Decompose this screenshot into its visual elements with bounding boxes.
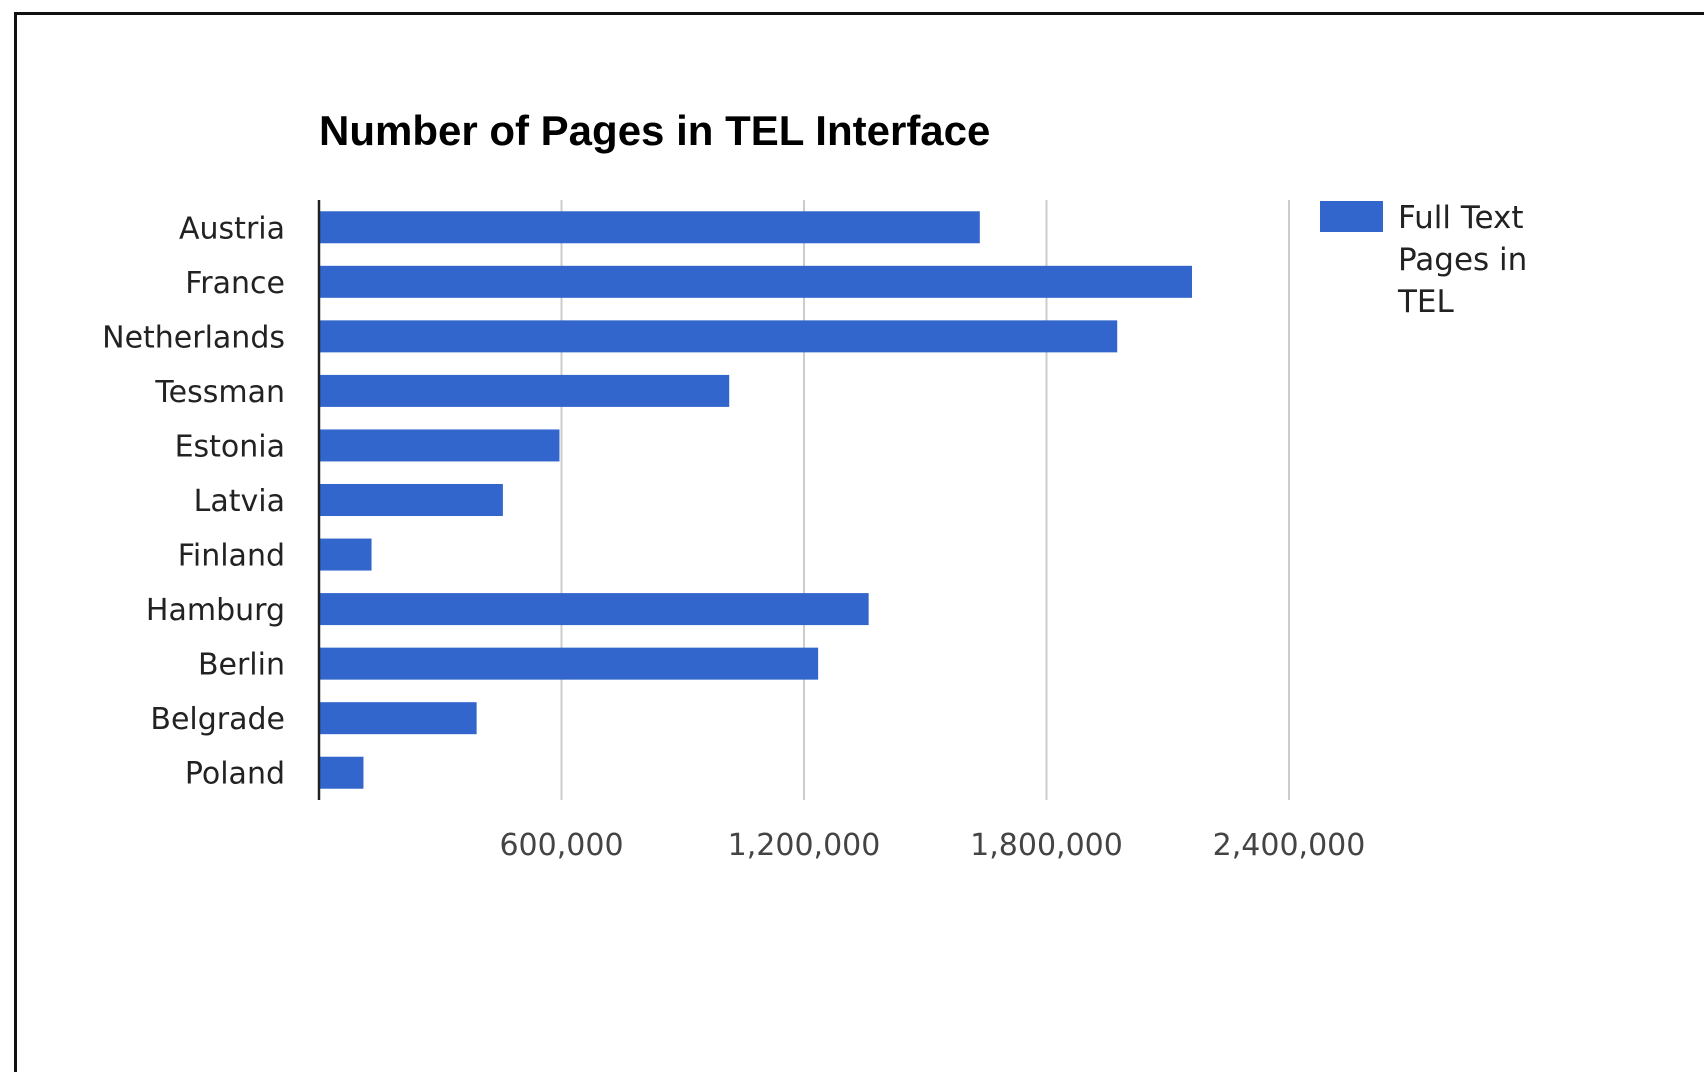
category-label: Hamburg — [146, 593, 285, 628]
category-label: Finland — [178, 539, 285, 574]
bar-chart: Number of Pages in TEL Interface Austria… — [102, 107, 1537, 863]
legend-swatch — [1320, 201, 1383, 232]
legend-label: Full Text Pages in TEL — [1397, 200, 1537, 320]
legend-label-line-1: Full Text — [1398, 200, 1524, 236]
x-tick-labels: 600,000 1,200,000 1,800,000 2,400,000 — [499, 828, 1365, 863]
bar-austria — [319, 211, 980, 244]
chart-frame: Number of Pages in TEL Interface Austria… — [14, 12, 1704, 1072]
bar-france — [319, 265, 1192, 298]
bars — [319, 211, 1192, 789]
x-tick-label: 1,200,000 — [728, 828, 881, 863]
bar-tessman — [319, 374, 730, 407]
category-label: France — [185, 266, 285, 301]
category-label: Estonia — [175, 429, 285, 464]
category-label: Poland — [185, 757, 285, 792]
gridlines — [560, 200, 1290, 800]
bar-finland — [319, 538, 372, 571]
legend-label-line-3: TEL — [1397, 284, 1455, 320]
x-tick-label: 600,000 — [499, 828, 623, 863]
bar-berlin — [319, 647, 819, 680]
x-tick-label: 1,800,000 — [970, 828, 1123, 863]
category-labels: Austria France Netherlands Tessman Estonia La… — [102, 211, 285, 791]
category-label: Berlin — [198, 648, 285, 683]
x-tick-label: 2,400,000 — [1213, 828, 1366, 863]
legend: Full Text Pages in TEL — [1320, 200, 1537, 320]
category-label: Latvia — [194, 484, 285, 519]
bar-estonia — [319, 429, 560, 462]
bar-netherlands — [319, 320, 1118, 353]
bar-belgrade — [319, 702, 477, 735]
category-label: Netherlands — [102, 320, 285, 355]
legend-label-line-2: Pages in — [1398, 242, 1527, 278]
chart-title: Number of Pages in TEL Interface — [319, 107, 990, 154]
bar-hamburg — [319, 593, 869, 626]
category-label: Austria — [179, 211, 285, 246]
bar-latvia — [319, 484, 503, 516]
category-label: Tessman — [154, 375, 285, 410]
category-label: Belgrade — [150, 702, 285, 737]
bar-poland — [319, 756, 364, 789]
